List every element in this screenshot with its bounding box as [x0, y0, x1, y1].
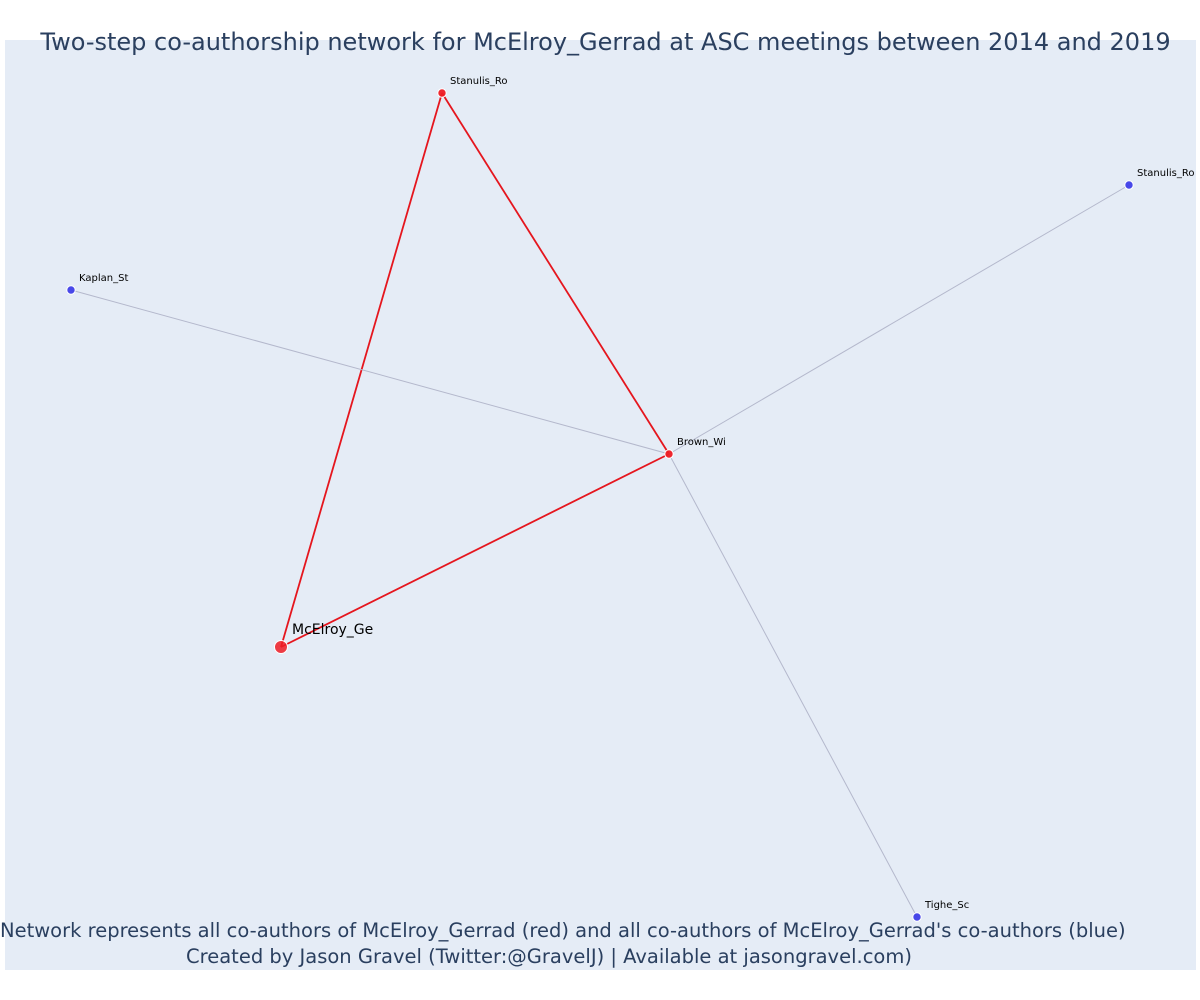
plot-background	[5, 40, 1196, 970]
edge-mcelroy-brown	[280, 453, 670, 648]
node-marker[interactable]	[664, 449, 674, 459]
node-stanulis_2[interactable]: Stanulis_Ro	[1124, 168, 1195, 190]
node-stanulis_1[interactable]: Stanulis_Ro	[437, 76, 508, 98]
node-kaplan[interactable]: Kaplan_St	[66, 273, 129, 295]
caption-line-1: Network represents all co-authors of McE…	[0, 919, 1126, 942]
node-label: McElroy_Ge	[292, 622, 373, 638]
caption-line-2: Created by Jason Gravel (Twitter:@Gravel…	[186, 945, 912, 968]
node-label: Brown_Wi	[677, 437, 726, 448]
node-marker[interactable]	[437, 88, 447, 98]
edge-layer	[70, 92, 1130, 918]
node-mcelroy[interactable]: McElroy_Ge	[274, 622, 374, 654]
node-marker[interactable]	[912, 912, 922, 922]
node-tighe[interactable]: Tighe_Sc	[912, 900, 969, 922]
edge-brown-kaplan	[70, 289, 670, 455]
node-brown[interactable]: Brown_Wi	[664, 437, 726, 459]
node-label: Kaplan_St	[79, 273, 128, 284]
node-marker[interactable]	[1124, 180, 1134, 190]
node-label: Stanulis_Ro	[1137, 168, 1194, 179]
node-layer: McElroy_Ge Stanulis_Ro Brown_Wi Kaplan_St St…	[66, 76, 1195, 922]
diagram-title: Two-step co-authorship network for McElr…	[40, 28, 1171, 56]
edge-brown-tighe	[668, 453, 918, 918]
diagram-caption: Network represents all co-authors of McE…	[0, 918, 1126, 970]
edge-stanulis_1-brown	[441, 92, 670, 455]
node-marker[interactable]	[274, 640, 288, 654]
node-label: Stanulis_Ro	[450, 76, 507, 87]
edge-brown-stanulis_2	[668, 184, 1130, 455]
node-marker[interactable]	[66, 285, 76, 295]
node-label: Tighe_Sc	[924, 900, 969, 911]
